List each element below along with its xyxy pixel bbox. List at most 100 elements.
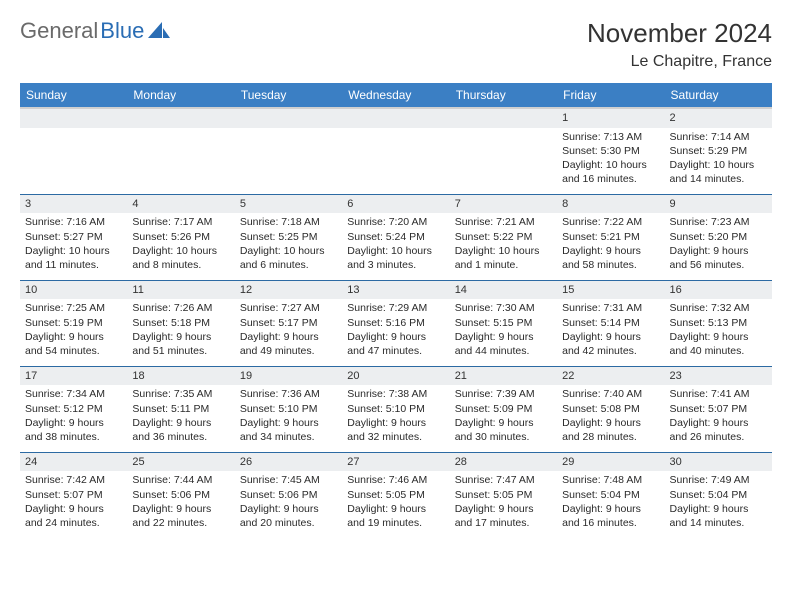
day-number: 16	[665, 281, 772, 300]
sunset-line: Sunset: 5:05 PM	[347, 488, 444, 502]
day-number-empty	[342, 109, 449, 128]
day-info: Sunrise: 7:47 AMSunset: 5:05 PMDaylight:…	[450, 471, 557, 534]
calendar-day-cell: 6Sunrise: 7:20 AMSunset: 5:24 PMDaylight…	[342, 194, 449, 280]
daylight-line: Daylight: 9 hours and 36 minutes.	[132, 416, 229, 444]
daylight-line: Daylight: 9 hours and 19 minutes.	[347, 502, 444, 530]
weekday-header: Monday	[127, 83, 234, 108]
calendar-day-cell: 18Sunrise: 7:35 AMSunset: 5:11 PMDayligh…	[127, 366, 234, 452]
calendar-day-cell	[235, 108, 342, 194]
day-number: 20	[342, 367, 449, 386]
day-number: 21	[450, 367, 557, 386]
day-number: 23	[665, 367, 772, 386]
day-info: Sunrise: 7:46 AMSunset: 5:05 PMDaylight:…	[342, 471, 449, 534]
sunset-line: Sunset: 5:10 PM	[347, 402, 444, 416]
calendar-day-cell: 1Sunrise: 7:13 AMSunset: 5:30 PMDaylight…	[557, 108, 664, 194]
day-number: 13	[342, 281, 449, 300]
sunrise-line: Sunrise: 7:36 AM	[240, 387, 337, 401]
calendar-body: 1Sunrise: 7:13 AMSunset: 5:30 PMDaylight…	[20, 108, 772, 538]
sunset-line: Sunset: 5:10 PM	[240, 402, 337, 416]
calendar-day-cell: 15Sunrise: 7:31 AMSunset: 5:14 PMDayligh…	[557, 280, 664, 366]
day-info: Sunrise: 7:14 AMSunset: 5:29 PMDaylight:…	[665, 128, 772, 191]
calendar-day-cell: 17Sunrise: 7:34 AMSunset: 5:12 PMDayligh…	[20, 366, 127, 452]
sunset-line: Sunset: 5:27 PM	[25, 230, 122, 244]
day-info: Sunrise: 7:39 AMSunset: 5:09 PMDaylight:…	[450, 385, 557, 448]
calendar-day-cell: 16Sunrise: 7:32 AMSunset: 5:13 PMDayligh…	[665, 280, 772, 366]
weekday-header: Sunday	[20, 83, 127, 108]
day-info: Sunrise: 7:22 AMSunset: 5:21 PMDaylight:…	[557, 213, 664, 276]
sunset-line: Sunset: 5:13 PM	[670, 316, 767, 330]
daylight-line: Daylight: 9 hours and 44 minutes.	[455, 330, 552, 358]
day-number-empty	[127, 109, 234, 128]
day-number: 5	[235, 195, 342, 214]
sunrise-line: Sunrise: 7:23 AM	[670, 215, 767, 229]
sunset-line: Sunset: 5:05 PM	[455, 488, 552, 502]
daylight-line: Daylight: 9 hours and 26 minutes.	[670, 416, 767, 444]
sunrise-line: Sunrise: 7:21 AM	[455, 215, 552, 229]
sunset-line: Sunset: 5:12 PM	[25, 402, 122, 416]
header-right: November 2024 Le Chapitre, France	[587, 18, 772, 71]
weekday-header: Thursday	[450, 83, 557, 108]
day-number: 28	[450, 453, 557, 472]
month-title: November 2024	[587, 18, 772, 49]
calendar-day-cell: 24Sunrise: 7:42 AMSunset: 5:07 PMDayligh…	[20, 452, 127, 538]
logo-text-blue: Blue	[100, 18, 144, 44]
day-number: 3	[20, 195, 127, 214]
daylight-line: Daylight: 10 hours and 3 minutes.	[347, 244, 444, 272]
day-info: Sunrise: 7:32 AMSunset: 5:13 PMDaylight:…	[665, 299, 772, 362]
daylight-line: Daylight: 9 hours and 49 minutes.	[240, 330, 337, 358]
sunset-line: Sunset: 5:09 PM	[455, 402, 552, 416]
sunset-line: Sunset: 5:20 PM	[670, 230, 767, 244]
calendar-day-cell	[450, 108, 557, 194]
sunset-line: Sunset: 5:07 PM	[670, 402, 767, 416]
day-number: 11	[127, 281, 234, 300]
day-info: Sunrise: 7:20 AMSunset: 5:24 PMDaylight:…	[342, 213, 449, 276]
day-info: Sunrise: 7:34 AMSunset: 5:12 PMDaylight:…	[20, 385, 127, 448]
sunset-line: Sunset: 5:25 PM	[240, 230, 337, 244]
calendar-header-row: SundayMondayTuesdayWednesdayThursdayFrid…	[20, 83, 772, 108]
sunset-line: Sunset: 5:11 PM	[132, 402, 229, 416]
calendar-day-cell: 14Sunrise: 7:30 AMSunset: 5:15 PMDayligh…	[450, 280, 557, 366]
day-number-empty	[450, 109, 557, 128]
day-number: 22	[557, 367, 664, 386]
day-number: 24	[20, 453, 127, 472]
daylight-line: Daylight: 9 hours and 51 minutes.	[132, 330, 229, 358]
daylight-line: Daylight: 10 hours and 8 minutes.	[132, 244, 229, 272]
calendar-day-cell: 19Sunrise: 7:36 AMSunset: 5:10 PMDayligh…	[235, 366, 342, 452]
sunrise-line: Sunrise: 7:44 AM	[132, 473, 229, 487]
logo-text-gray: General	[20, 18, 98, 44]
day-info: Sunrise: 7:42 AMSunset: 5:07 PMDaylight:…	[20, 471, 127, 534]
day-info: Sunrise: 7:18 AMSunset: 5:25 PMDaylight:…	[235, 213, 342, 276]
calendar-day-cell: 22Sunrise: 7:40 AMSunset: 5:08 PMDayligh…	[557, 366, 664, 452]
sunset-line: Sunset: 5:06 PM	[132, 488, 229, 502]
daylight-line: Daylight: 9 hours and 42 minutes.	[562, 330, 659, 358]
day-info: Sunrise: 7:40 AMSunset: 5:08 PMDaylight:…	[557, 385, 664, 448]
sunset-line: Sunset: 5:15 PM	[455, 316, 552, 330]
day-number: 14	[450, 281, 557, 300]
day-info: Sunrise: 7:17 AMSunset: 5:26 PMDaylight:…	[127, 213, 234, 276]
calendar-week-row: 17Sunrise: 7:34 AMSunset: 5:12 PMDayligh…	[20, 366, 772, 452]
daylight-line: Daylight: 10 hours and 11 minutes.	[25, 244, 122, 272]
day-info: Sunrise: 7:21 AMSunset: 5:22 PMDaylight:…	[450, 213, 557, 276]
calendar-day-cell: 4Sunrise: 7:17 AMSunset: 5:26 PMDaylight…	[127, 194, 234, 280]
sunset-line: Sunset: 5:29 PM	[670, 144, 767, 158]
day-info: Sunrise: 7:27 AMSunset: 5:17 PMDaylight:…	[235, 299, 342, 362]
calendar-day-cell	[342, 108, 449, 194]
calendar-day-cell: 27Sunrise: 7:46 AMSunset: 5:05 PMDayligh…	[342, 452, 449, 538]
day-number: 30	[665, 453, 772, 472]
daylight-line: Daylight: 9 hours and 40 minutes.	[670, 330, 767, 358]
daylight-line: Daylight: 9 hours and 16 minutes.	[562, 502, 659, 530]
sunrise-line: Sunrise: 7:27 AM	[240, 301, 337, 315]
calendar-day-cell: 12Sunrise: 7:27 AMSunset: 5:17 PMDayligh…	[235, 280, 342, 366]
calendar-day-cell: 21Sunrise: 7:39 AMSunset: 5:09 PMDayligh…	[450, 366, 557, 452]
sunrise-line: Sunrise: 7:34 AM	[25, 387, 122, 401]
daylight-line: Daylight: 9 hours and 32 minutes.	[347, 416, 444, 444]
sunrise-line: Sunrise: 7:49 AM	[670, 473, 767, 487]
calendar-day-cell: 30Sunrise: 7:49 AMSunset: 5:04 PMDayligh…	[665, 452, 772, 538]
sunset-line: Sunset: 5:06 PM	[240, 488, 337, 502]
sunrise-line: Sunrise: 7:42 AM	[25, 473, 122, 487]
day-info: Sunrise: 7:29 AMSunset: 5:16 PMDaylight:…	[342, 299, 449, 362]
calendar-day-cell: 29Sunrise: 7:48 AMSunset: 5:04 PMDayligh…	[557, 452, 664, 538]
sunrise-line: Sunrise: 7:14 AM	[670, 130, 767, 144]
header: GeneralBlue November 2024 Le Chapitre, F…	[20, 18, 772, 71]
sunrise-line: Sunrise: 7:38 AM	[347, 387, 444, 401]
